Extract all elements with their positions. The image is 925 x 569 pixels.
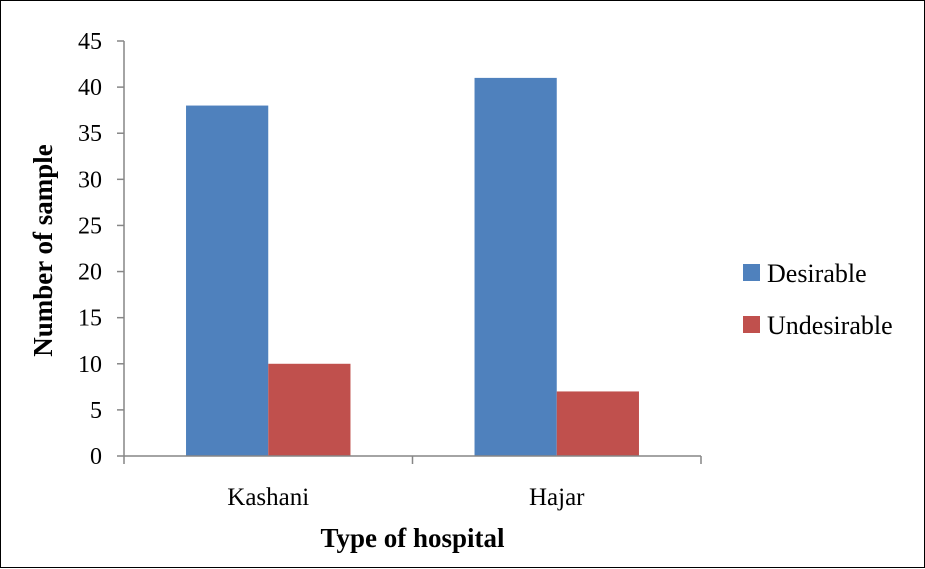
y-tick-label: 35 [78, 121, 102, 147]
bar-undesirable-kashani [268, 363, 351, 456]
y-tick-label: 10 [78, 352, 102, 378]
bar-undesirable-hajar [556, 391, 639, 456]
x-axis-title: Type of hospital [320, 523, 505, 553]
y-ticks: 0 5 10 15 20 25 30 35 40 45 [78, 29, 124, 470]
bar-desirable-hajar [474, 77, 557, 456]
legend: Desirable Undesirable [743, 259, 893, 340]
bar-desirable-kashani [186, 105, 269, 457]
legend-swatch-desirable [743, 264, 760, 281]
y-axis-title: Number of sample [28, 144, 58, 357]
y-tick-label: 30 [78, 167, 102, 193]
y-tick-label: 0 [90, 444, 102, 470]
x-ticks: Kashani Hajar [123, 456, 702, 511]
y-tick-label: 40 [78, 75, 102, 101]
legend-swatch-undesirable [743, 316, 760, 333]
y-tick-label: 20 [78, 260, 102, 286]
bars-layer [186, 77, 639, 457]
y-tick-label: 45 [78, 29, 102, 55]
y-tick-label: 25 [78, 213, 102, 239]
legend-label-desirable: Desirable [767, 259, 867, 288]
x-category-label: Hajar [529, 484, 585, 511]
y-tick-label: 15 [78, 306, 102, 332]
x-category-label: Kashani [227, 484, 309, 511]
legend-label-undesirable: Undesirable [767, 311, 893, 340]
y-tick-label: 5 [90, 398, 102, 424]
